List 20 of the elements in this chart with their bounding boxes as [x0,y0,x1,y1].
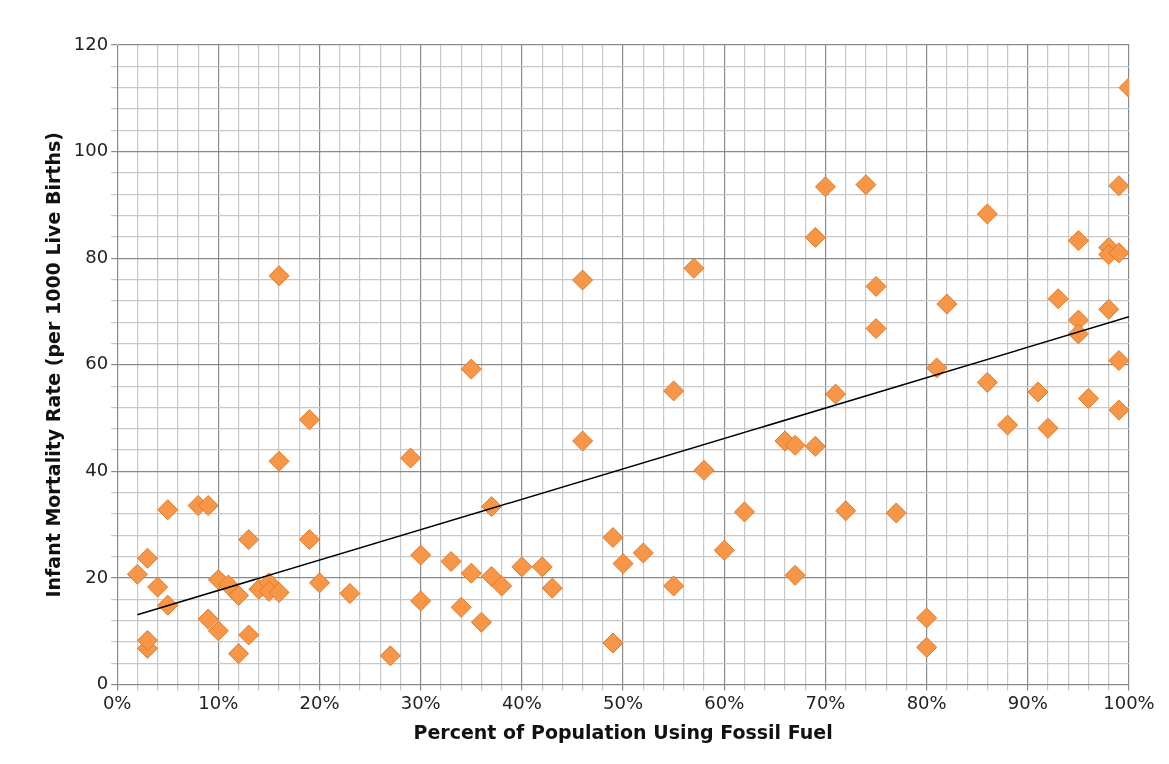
y-tick-label: 40 [85,459,109,481]
y-tick-label: 120 [73,32,109,54]
x-tick-label: 80% [906,692,947,714]
x-tick-label: 20% [299,692,340,714]
x-tick-label: 60% [704,692,745,714]
y-axis-title: Infant Mortality Rate (per 1000 Live Births) [42,132,65,598]
x-tick-label: 30% [400,692,441,714]
y-tick-label: 20 [85,565,109,587]
x-tick-label: 50% [603,692,644,714]
y-tick-label: 60 [85,352,109,374]
x-tick-label: 10% [198,692,239,714]
y-tick-label: 0 [96,672,109,694]
x-tick-label: 70% [805,692,846,714]
x-tick-label: 40% [501,692,542,714]
x-axis-title: Percent of Population Using Fossil Fuel [413,720,833,743]
y-tick-label: 100 [73,139,109,161]
y-tick-label: 80 [85,245,109,267]
x-tick-label: 100% [1103,692,1155,714]
x-tick-label: 0% [102,692,132,714]
x-tick-label: 90% [1007,692,1048,714]
